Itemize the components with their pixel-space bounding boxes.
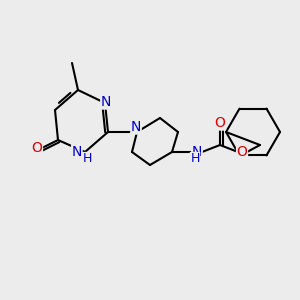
Text: N: N — [101, 95, 111, 109]
Text: N: N — [131, 120, 141, 134]
Text: O: O — [237, 145, 248, 159]
Text: O: O — [32, 141, 42, 155]
Text: N: N — [72, 145, 82, 159]
Text: H: H — [82, 152, 92, 166]
Text: H: H — [190, 152, 200, 166]
Text: O: O — [214, 116, 225, 130]
Text: N: N — [192, 145, 202, 159]
